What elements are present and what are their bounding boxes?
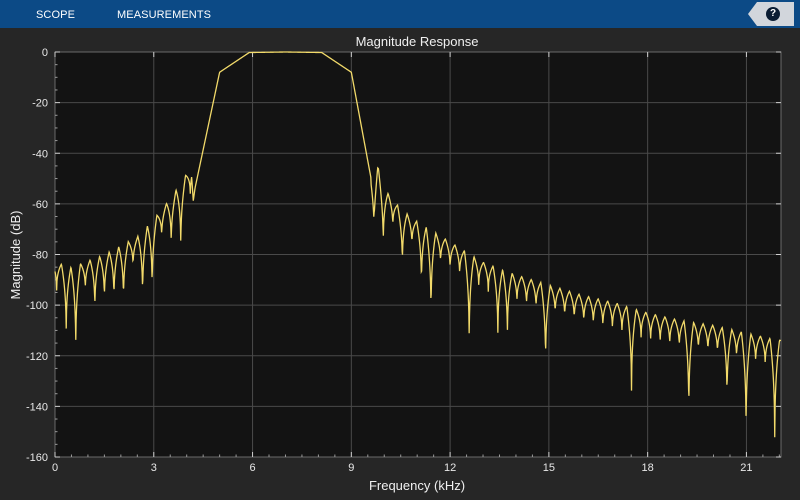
x-tick-labels: 0 3 6 9 12 15 18 21	[52, 462, 753, 474]
x-tick-label: 15	[543, 462, 555, 474]
help-icon[interactable]: ?	[766, 7, 780, 21]
tab-scope[interactable]: SCOPE	[36, 9, 76, 21]
y-tick-label: -20	[32, 98, 48, 110]
y-tick-labels: 0 -20 -40 -60 -80 -100 -120 -140 -160	[26, 47, 48, 464]
y-tick-label: -160	[26, 452, 48, 464]
y-tick-label: -60	[32, 199, 48, 211]
x-tick-label: 9	[348, 462, 354, 474]
y-tick-label: -140	[26, 401, 48, 413]
x-tick-label: 6	[249, 462, 255, 474]
toolstrip: SCOPE MEASUREMENTS ?	[0, 0, 800, 28]
y-tick-label: -100	[26, 300, 48, 312]
x-axis-label: Frequency (kHz)	[369, 478, 465, 493]
axis-ticks	[54, 51, 781, 458]
x-tick-label: 21	[740, 462, 752, 474]
x-tick-label: 3	[151, 462, 157, 474]
x-tick-label: 12	[444, 462, 456, 474]
x-tick-label: 18	[642, 462, 654, 474]
y-tick-label: 0	[42, 47, 48, 59]
y-axis-label: Magnitude (dB)	[8, 211, 23, 300]
y-tick-label: -120	[26, 351, 48, 363]
grid-lines	[55, 52, 781, 457]
magnitude-curve	[54, 51, 782, 438]
tab-measurements[interactable]: MEASUREMENTS	[117, 9, 212, 21]
y-tick-label: -40	[32, 148, 48, 160]
y-tick-label: -80	[32, 250, 48, 262]
x-tick-label: 0	[52, 462, 58, 474]
help-panel: ?	[748, 2, 794, 26]
chart-title: Magnitude Response	[356, 34, 479, 49]
